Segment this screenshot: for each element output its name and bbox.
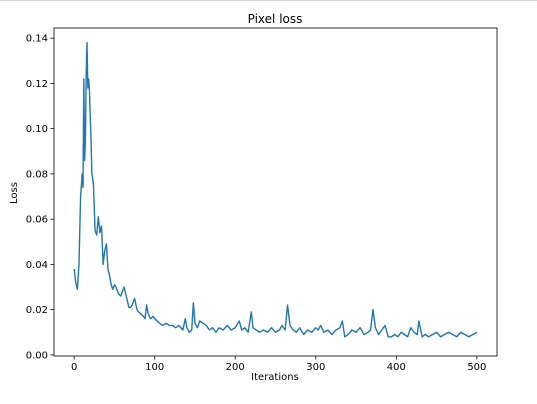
x-tick-label: 400 [387,362,406,373]
plot-area-frame [53,27,498,357]
window-top-border [0,0,537,1]
y-tick-label: 0.02 [26,305,48,316]
y-axis-ticks: 0.00 0.02 0.04 0.06 0.08 0.10 0.12 0.14 [26,34,54,361]
y-tick-label: 0.14 [26,34,48,45]
x-axis-label: Iterations [251,372,299,383]
y-tick-label: 0.00 [26,350,48,361]
x-axis-ticks: 0 100 200 300 400 500 [71,356,486,373]
y-tick-label: 0.04 [26,260,48,271]
chart-title: Pixel loss [248,12,303,26]
x-tick-label: 200 [226,362,245,373]
y-tick-label: 0.12 [26,79,48,90]
x-tick-label: 300 [306,362,325,373]
y-tick-label: 0.10 [26,124,48,135]
x-tick-label: 0 [71,362,77,373]
y-axis-label: Loss [9,182,20,204]
series-line-pixel-loss [73,42,478,338]
y-tick-label: 0.06 [26,215,48,226]
y-tick-label: 0.08 [26,169,48,180]
x-tick-label: 100 [145,362,164,373]
x-tick-label: 500 [467,362,486,373]
